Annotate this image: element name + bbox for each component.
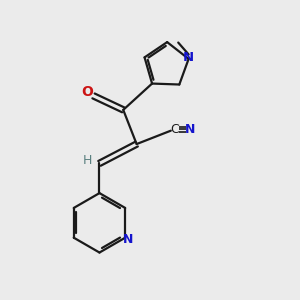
Text: C: C [170, 123, 179, 136]
Text: N: N [122, 233, 133, 246]
Text: N: N [185, 123, 195, 136]
Text: O: O [81, 85, 93, 99]
Text: H: H [82, 154, 92, 167]
Text: N: N [183, 51, 194, 64]
